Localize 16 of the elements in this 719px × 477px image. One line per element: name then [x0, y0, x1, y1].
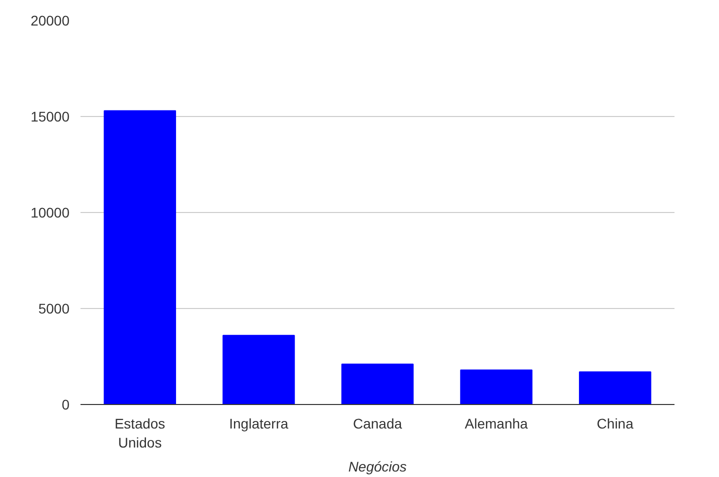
x-tick-label: Estados Unidos [114, 416, 166, 451]
y-tick-label: 5000 [38, 300, 70, 316]
bar [104, 110, 176, 404]
x-tick-label: China [596, 416, 634, 432]
y-tick-label: 10000 [30, 204, 70, 220]
bar [341, 364, 414, 404]
bar [578, 371, 652, 404]
y-tick-label: 0 [62, 396, 70, 412]
x-tick-label: Alemanha [464, 416, 528, 432]
bar [222, 334, 295, 404]
x-axis-title: Negócios [348, 458, 407, 475]
y-tick-label: 20000 [30, 12, 70, 28]
y-tick-label: 15000 [30, 108, 70, 124]
x-tick-label: Canada [352, 416, 402, 432]
x-tick-label: Inglaterra [229, 416, 288, 432]
bar [460, 369, 532, 404]
